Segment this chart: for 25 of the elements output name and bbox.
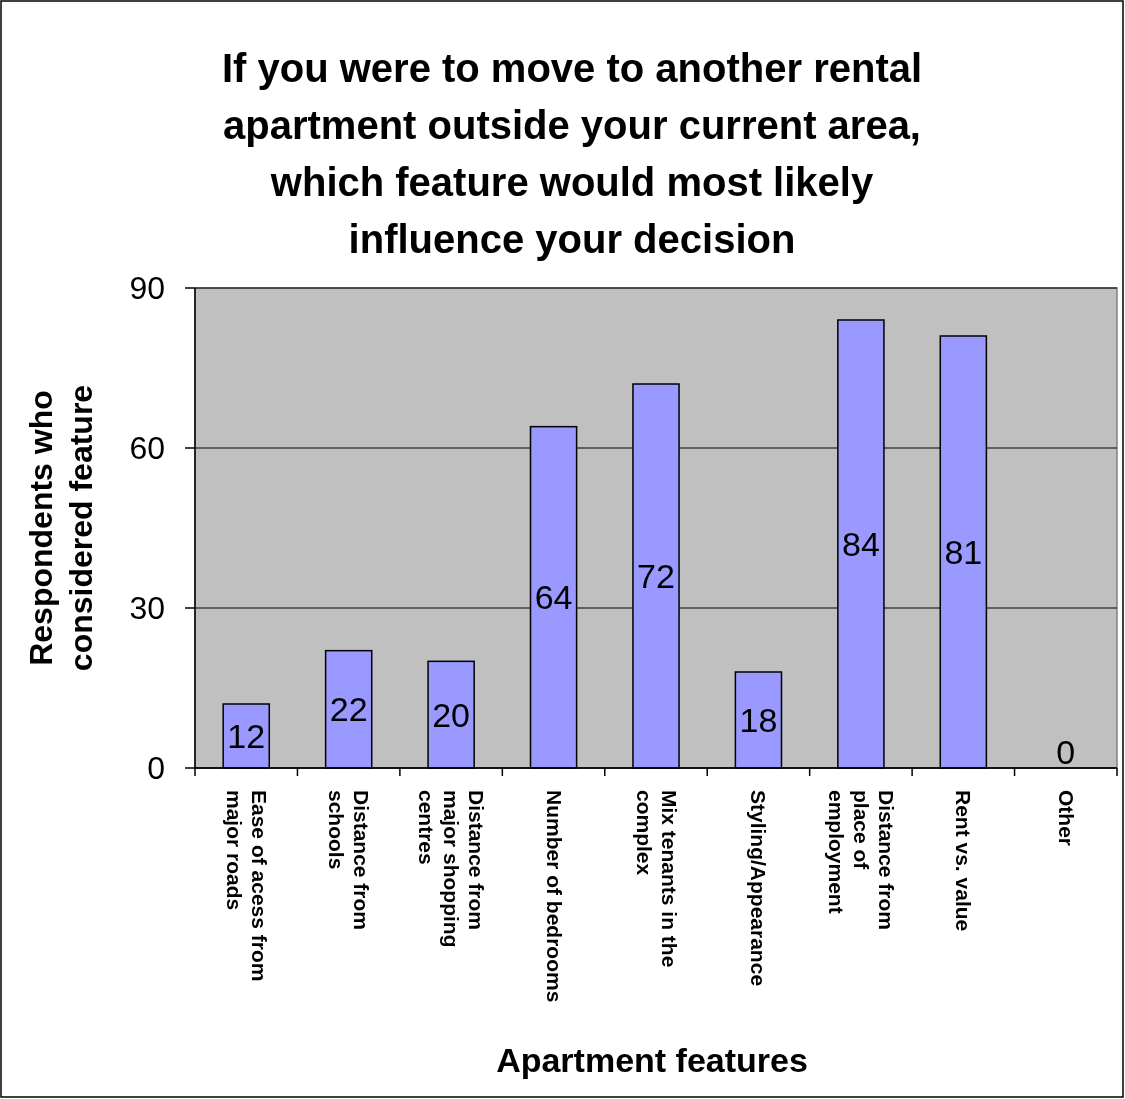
y-tick-label: 30 xyxy=(129,590,165,627)
data-label: 18 xyxy=(739,700,778,739)
y-axis-title: Respondents who considered feature xyxy=(23,384,99,672)
data-label: 72 xyxy=(637,556,675,595)
x-tick-label: Mix tenants in the complex xyxy=(632,790,681,968)
chart-title: If you were to move to another rental apartment outside your current area, which feature would most likely influence your decision xyxy=(221,46,923,261)
x-tick-label: Ease of acess from major roads xyxy=(222,790,271,982)
x-tick-label: Other xyxy=(1054,790,1078,847)
data-label: 84 xyxy=(841,524,880,563)
x-tick-label: Styling/Appearance xyxy=(747,790,771,987)
data-label: 22 xyxy=(329,690,368,729)
x-tick-label: Distance from schools xyxy=(325,790,374,931)
y-tick-label: 60 xyxy=(129,430,165,467)
y-tick-label: 0 xyxy=(147,750,165,787)
x-tick-label: Distance from place of employment xyxy=(824,790,898,931)
x-axis-title: Apartment features xyxy=(496,1041,808,1079)
data-label: 81 xyxy=(944,532,983,571)
x-tick-label: Rent vs. value xyxy=(952,790,976,932)
data-label: 12 xyxy=(227,716,266,755)
x-tick-label: Number of bedrooms xyxy=(542,790,566,1003)
data-label: 20 xyxy=(432,695,471,734)
data-label: 0 xyxy=(1056,732,1076,771)
x-tick-label: Distance from major shopping centres xyxy=(415,790,489,948)
data-label: 64 xyxy=(534,578,573,617)
y-tick-label: 90 xyxy=(129,270,165,307)
